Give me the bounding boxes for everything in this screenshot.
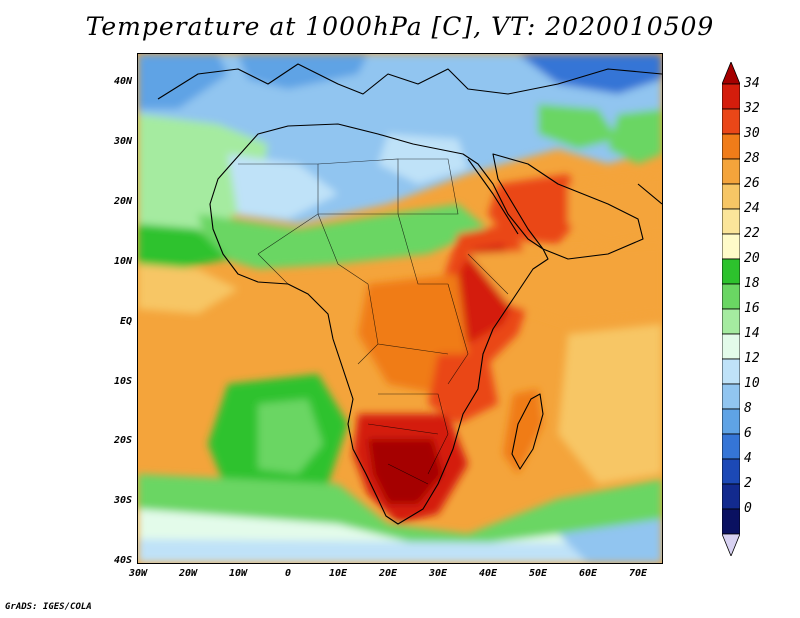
colorbar-label: 8 xyxy=(744,401,752,416)
map-title: Temperature at 1000hPa [C], VT: 20200105… xyxy=(85,12,715,41)
lon-label: 10W xyxy=(228,568,248,579)
colorbar-label: 4 xyxy=(744,451,752,466)
colorbar-label: 6 xyxy=(744,426,752,441)
colorbar-band xyxy=(722,208,740,235)
colorbar-band xyxy=(722,233,740,260)
colorbar-label: 24 xyxy=(744,201,760,216)
lat-label: 10S xyxy=(113,376,132,387)
colorbar-label: 2 xyxy=(744,476,752,491)
lon-label: 40E xyxy=(478,568,498,579)
lat-label: EQ xyxy=(119,316,132,327)
lon-label: 20E xyxy=(378,568,398,579)
colorbar-band xyxy=(722,258,740,285)
colorbar-band xyxy=(722,308,740,335)
colorbar-band xyxy=(722,83,740,110)
colorbar-label: 0 xyxy=(744,501,752,516)
colorbar-label: 28 xyxy=(744,151,760,166)
lat-label: 20N xyxy=(113,196,132,207)
lon-label: 50E xyxy=(528,568,548,579)
lon-label: 0 xyxy=(284,568,292,579)
colorbar-band xyxy=(722,183,740,210)
colorbar-band xyxy=(722,133,740,160)
colorbar-label: 34 xyxy=(744,76,760,91)
lat-label: 40S xyxy=(113,555,132,566)
colorbar-label: 20 xyxy=(744,251,760,266)
colorbar-band xyxy=(722,458,740,485)
colorbar-band xyxy=(722,108,740,135)
lat-label: 20S xyxy=(113,435,132,446)
colorbar-label: 16 xyxy=(744,301,760,316)
colorbar-band xyxy=(722,333,740,360)
grads-credit: GrADS: IGES/COLA xyxy=(5,602,92,612)
colorbar-band xyxy=(722,508,740,535)
lat-label: 40N xyxy=(113,76,132,87)
colorbar-band xyxy=(722,408,740,435)
map-canvas xyxy=(138,54,662,563)
colorbar-label: 30 xyxy=(744,126,760,141)
colorbar-band xyxy=(722,358,740,385)
colorbar-bottom-arrow xyxy=(722,533,740,556)
temperature-map xyxy=(137,53,663,564)
colorbar-label: 18 xyxy=(744,276,760,291)
lat-label: 30S xyxy=(113,495,132,506)
lon-label: 60E xyxy=(578,568,598,579)
colorbar-label: 22 xyxy=(744,226,760,241)
colorbar-label: 14 xyxy=(744,326,760,341)
colorbar-label: 12 xyxy=(744,351,760,366)
colorbar-label: 10 xyxy=(744,376,760,391)
temperature-colorbar xyxy=(722,62,740,556)
lon-label: 10E xyxy=(328,568,348,579)
colorbar-band xyxy=(722,283,740,310)
colorbar-label: 26 xyxy=(744,176,760,191)
colorbar-band xyxy=(722,158,740,185)
colorbar-band xyxy=(722,433,740,460)
lat-label: 10N xyxy=(113,256,132,267)
lon-label: 30E xyxy=(428,568,448,579)
lon-label: 70E xyxy=(628,568,648,579)
lon-label: 20W xyxy=(178,568,198,579)
lon-label: 30W xyxy=(128,568,148,579)
colorbar-band xyxy=(722,383,740,410)
colorbar-band xyxy=(722,483,740,510)
colorbar-top-arrow xyxy=(722,62,740,85)
colorbar-label: 32 xyxy=(744,101,760,116)
lat-label: 30N xyxy=(113,136,132,147)
